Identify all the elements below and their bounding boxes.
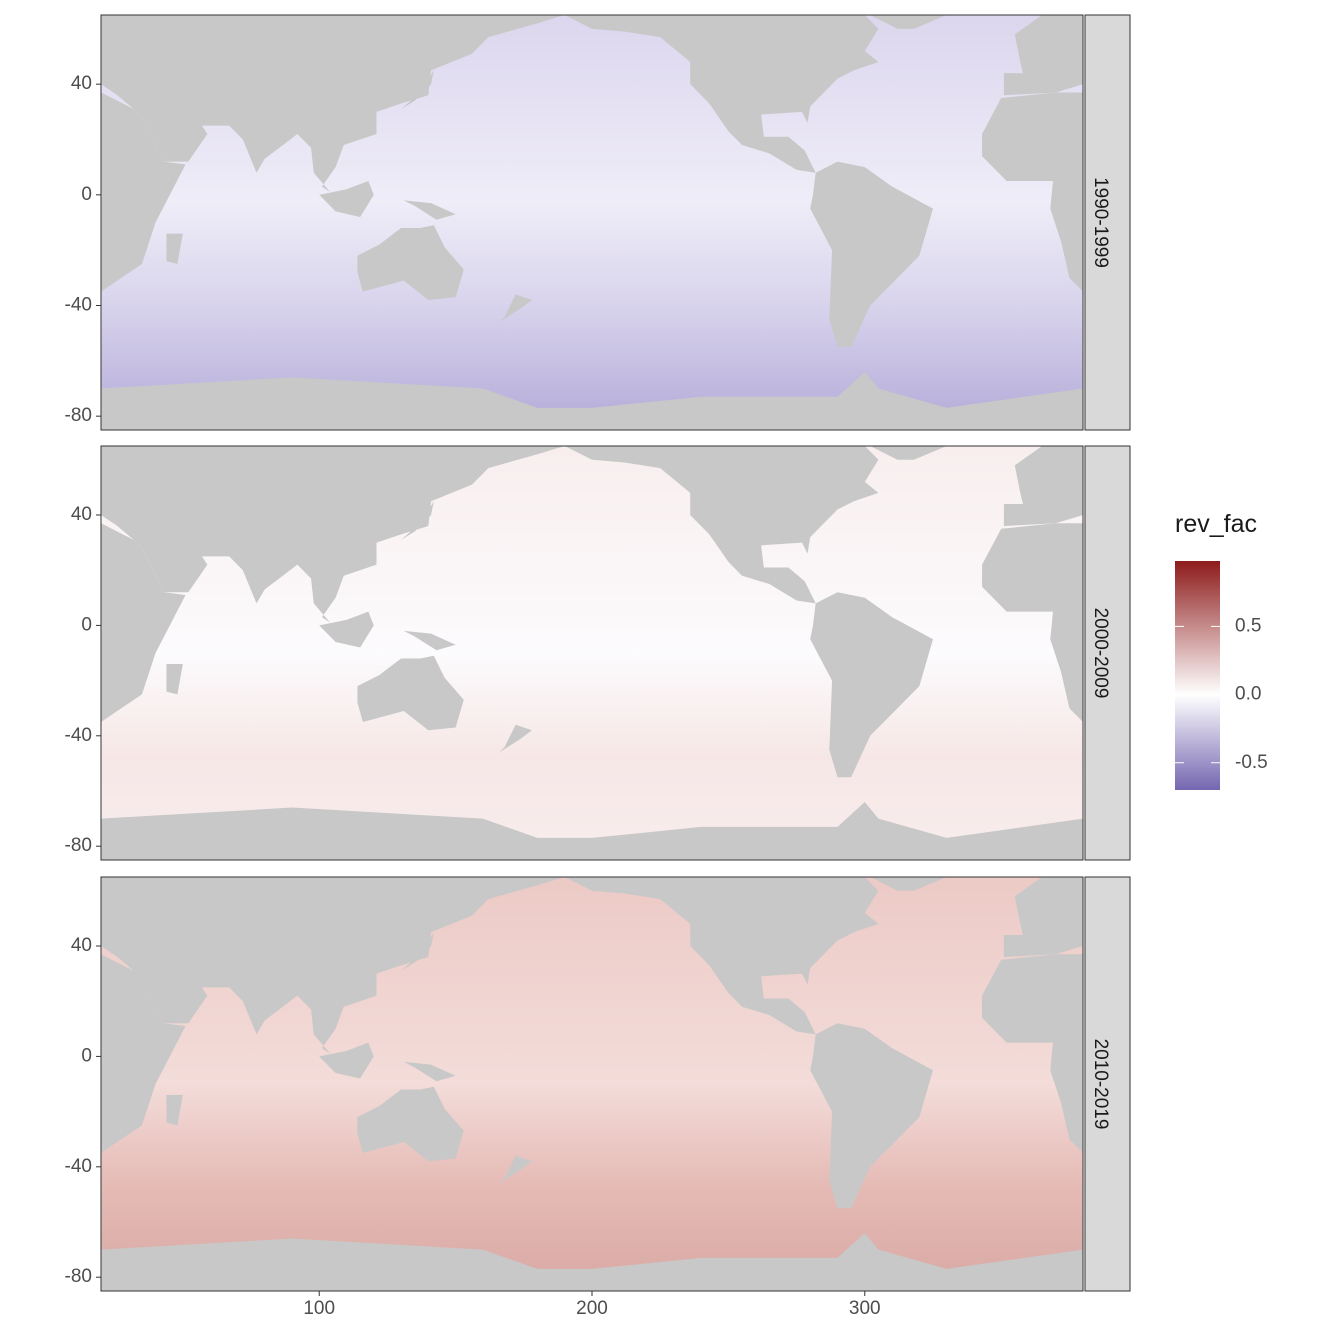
- x-tick-label: 100: [303, 1298, 335, 1319]
- facet-label: 1990-1999: [1090, 177, 1111, 268]
- land-mass: [982, 523, 1083, 722]
- x-tick-label: 300: [849, 1298, 881, 1319]
- y-tick-label: 40: [71, 504, 92, 525]
- legend-title: rev_fac: [1175, 510, 1257, 538]
- y-tick-label: 0: [81, 614, 92, 635]
- y-tick-label: 40: [71, 935, 92, 956]
- y-tick-label: -80: [65, 1266, 92, 1287]
- land-mass: [305, 611, 374, 648]
- land-mass: [982, 954, 1083, 1153]
- land-mass: [1003, 15, 1083, 96]
- land-mass: [870, 877, 947, 891]
- land-mass: [101, 954, 186, 1153]
- land-mass: [982, 92, 1083, 292]
- land-mass: [101, 802, 1083, 860]
- land-mass: [870, 446, 947, 460]
- y-tick-label: -40: [65, 295, 92, 316]
- land-mass: [101, 523, 186, 722]
- y-tick-label: -80: [65, 405, 92, 426]
- x-tick-label: 200: [576, 1298, 608, 1319]
- land-mass: [870, 15, 947, 29]
- land: [101, 446, 1083, 860]
- land-mass: [305, 181, 374, 217]
- facet-label: 2010-2019: [1090, 1039, 1111, 1130]
- y-tick-label: -40: [65, 725, 92, 746]
- land-mass: [357, 655, 464, 731]
- legend-tick-label: -0.5: [1235, 752, 1268, 773]
- land-mass: [101, 371, 1083, 430]
- land: [101, 877, 1083, 1291]
- land-mass: [357, 1086, 464, 1162]
- y-tick-label: -40: [65, 1156, 92, 1177]
- facet-label: 2000-2009: [1090, 608, 1111, 699]
- land-mass: [810, 1023, 933, 1209]
- land-mass: [810, 592, 933, 778]
- land-mass: [166, 233, 183, 264]
- land-mass: [403, 1061, 456, 1082]
- land-mass: [305, 1042, 374, 1079]
- panel-border: [100, 445, 1084, 861]
- land-mass: [499, 294, 532, 323]
- legend-tick-label: 0.5: [1235, 615, 1261, 636]
- land-mass: [166, 664, 183, 695]
- land-mass: [101, 446, 565, 623]
- land-mass: [357, 225, 464, 300]
- colorbar: [1175, 561, 1220, 790]
- y-tick-label: 0: [81, 184, 92, 205]
- land-mass: [101, 92, 186, 292]
- facet-strip: [1084, 445, 1131, 861]
- panel-border: [100, 14, 1084, 431]
- y-tick-label: 0: [81, 1045, 92, 1066]
- land-mass: [166, 1095, 183, 1126]
- land-mass: [403, 200, 456, 220]
- land: [101, 15, 1083, 430]
- facet-strip: [1084, 876, 1131, 1292]
- y-tick-label: 40: [71, 73, 92, 94]
- land-mass: [403, 630, 456, 651]
- land-mass: [101, 1233, 1083, 1291]
- legend-tick-label: 0.0: [1235, 684, 1261, 705]
- land-mass: [1003, 446, 1083, 527]
- land-mass: [499, 724, 532, 753]
- land-mass: [564, 15, 879, 173]
- land-mass: [499, 1155, 532, 1184]
- land-mass: [564, 446, 879, 604]
- land-mass: [1003, 877, 1083, 958]
- land-mass: [564, 877, 879, 1035]
- y-tick-label: -80: [65, 835, 92, 856]
- land-mass: [101, 877, 565, 1054]
- facet-strip: [1084, 14, 1131, 431]
- land-mass: [810, 161, 933, 347]
- land-mass: [101, 15, 565, 193]
